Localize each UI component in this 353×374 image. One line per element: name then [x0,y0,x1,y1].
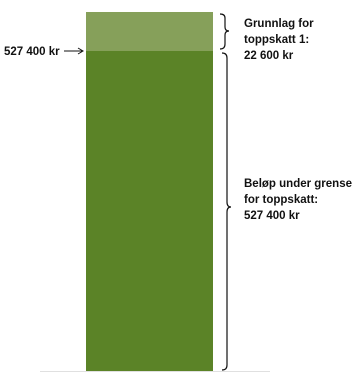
label-line: Beløp under grense [244,178,352,190]
label-group-upper: Grunnlag for toppskatt 1: 22 600 kr [244,16,314,64]
label-group-lower: Beløp under grense for toppskatt: 527 40… [244,176,352,224]
label-line: Grunnlag for [244,18,314,30]
bar-segment-above-threshold [86,12,213,51]
baseline [40,371,270,372]
label-line: for toppskatt: [244,194,319,206]
label-line: 22 600 kr [244,50,294,62]
label-line: toppskatt 1: [244,34,310,46]
label-line: 527 400 kr [244,210,300,222]
bar-segment-below-threshold [86,51,213,371]
threshold-label: 527 400 kr [4,46,60,58]
brace-upper [219,13,230,50]
threshold-arrowhead [77,47,84,55]
brace-lower [221,52,232,371]
